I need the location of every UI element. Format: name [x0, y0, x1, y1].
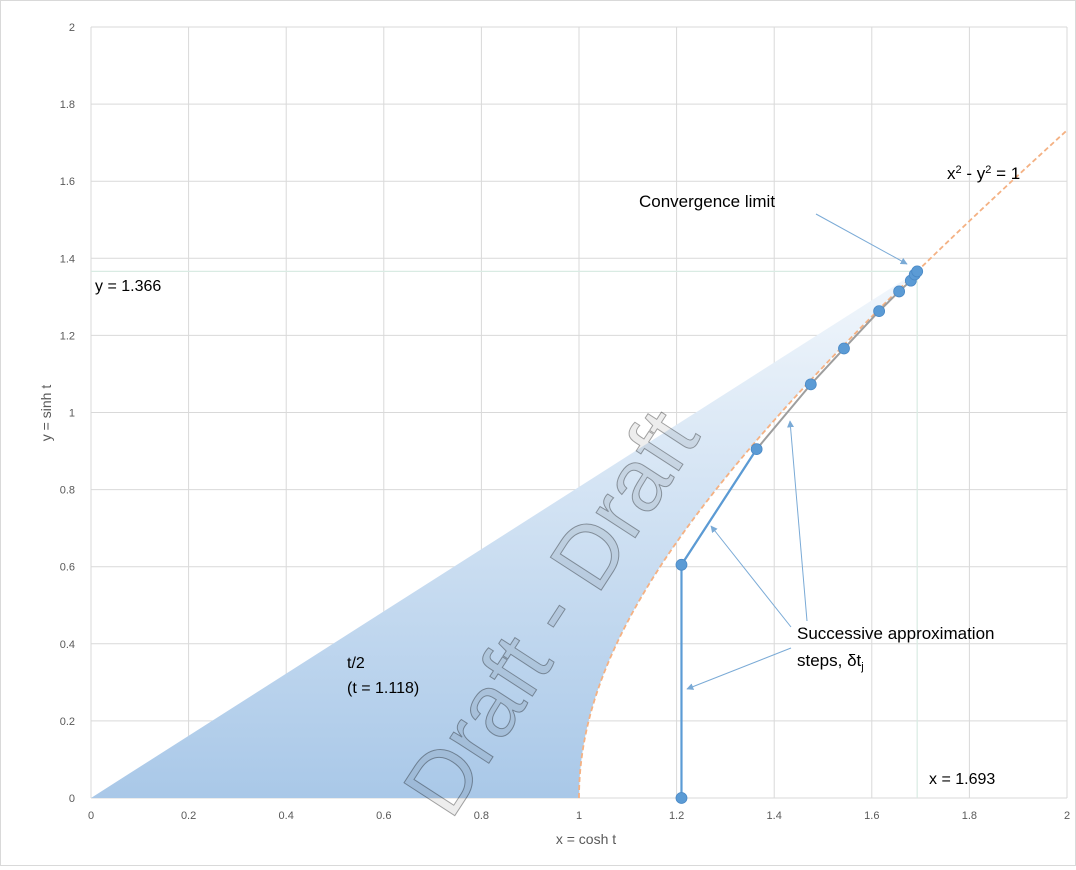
data-point	[675, 558, 688, 571]
y-axis-title: y = sinh t	[38, 385, 54, 442]
steps-label-line2: steps, δtj	[797, 651, 864, 673]
y-tick-label: 0.8	[60, 485, 75, 497]
y-reference-label: y = 1.366	[95, 278, 161, 295]
data-point	[675, 792, 688, 804]
approximation-steps	[675, 265, 924, 804]
x-tick-label: 1.6	[864, 810, 879, 822]
y-tick-label: 1.8	[60, 99, 75, 111]
x-tick-label: 0	[88, 810, 94, 822]
data-point	[873, 305, 886, 318]
y-tick-label: 0.6	[60, 562, 75, 574]
steps-label-text: steps, δt	[797, 651, 862, 670]
data-point	[750, 443, 763, 456]
x-tick-label: 1	[576, 810, 582, 822]
hyperbola-equation-label: x2 - y2 = 1	[947, 164, 1020, 183]
x-tick-label: 2	[1064, 810, 1070, 822]
x-reference-label: x = 1.693	[929, 771, 995, 788]
data-point	[804, 378, 817, 391]
x-tick-label: 1.4	[767, 810, 782, 822]
data-point	[838, 342, 850, 355]
y-tick-label: 1.2	[60, 330, 75, 342]
y-tick-label: 2	[69, 22, 75, 34]
annotations: x = cosh t y = sinh t Convergence limit …	[38, 164, 1020, 847]
tick-labels: 0 0.2 0.4 0.6 0.8 1 1.2 1.4 1.6 1.8 2 0 0.2 0.4 0.6 0.8…	[60, 22, 1070, 822]
hyperbola-curve	[578, 130, 1068, 799]
data-point	[911, 265, 924, 278]
sector-half-label: t/2	[347, 655, 365, 672]
y-tick-label: 1.4	[60, 253, 75, 265]
x-tick-label: 0.8	[474, 810, 489, 822]
hyperbolic-sector-area	[91, 271, 918, 798]
x-tick-label: 1.8	[962, 810, 977, 822]
data-point	[893, 285, 906, 298]
x-tick-label: 0.6	[376, 810, 391, 822]
y-tick-label: 0.4	[60, 639, 75, 651]
x-tick-label: 0.2	[181, 810, 196, 822]
x-tick-label: 0.4	[279, 810, 294, 822]
x-tick-label: 1.2	[669, 810, 684, 822]
step-arrow-1	[710, 525, 792, 628]
x-axis-title: x = cosh t	[556, 831, 616, 847]
step-arrow-3	[686, 647, 792, 690]
convergence-limit-label: Convergence limit	[639, 192, 775, 211]
step-arrow-2	[787, 420, 808, 622]
steps-label-line1: Successive approximation	[797, 624, 994, 643]
y-tick-label: 0.2	[60, 716, 75, 728]
first-step-segment	[680, 448, 758, 566]
annotation-arrows	[686, 213, 908, 690]
y-tick-label: 0	[69, 793, 75, 805]
reference-lines	[91, 270, 918, 798]
y-tick-label: 1	[69, 408, 75, 420]
sector-t-value-label: (t = 1.118)	[347, 680, 419, 697]
y-tick-label: 1.6	[60, 176, 75, 188]
convergence-arrow	[815, 213, 908, 265]
steps-label-subscript: j	[860, 661, 863, 673]
